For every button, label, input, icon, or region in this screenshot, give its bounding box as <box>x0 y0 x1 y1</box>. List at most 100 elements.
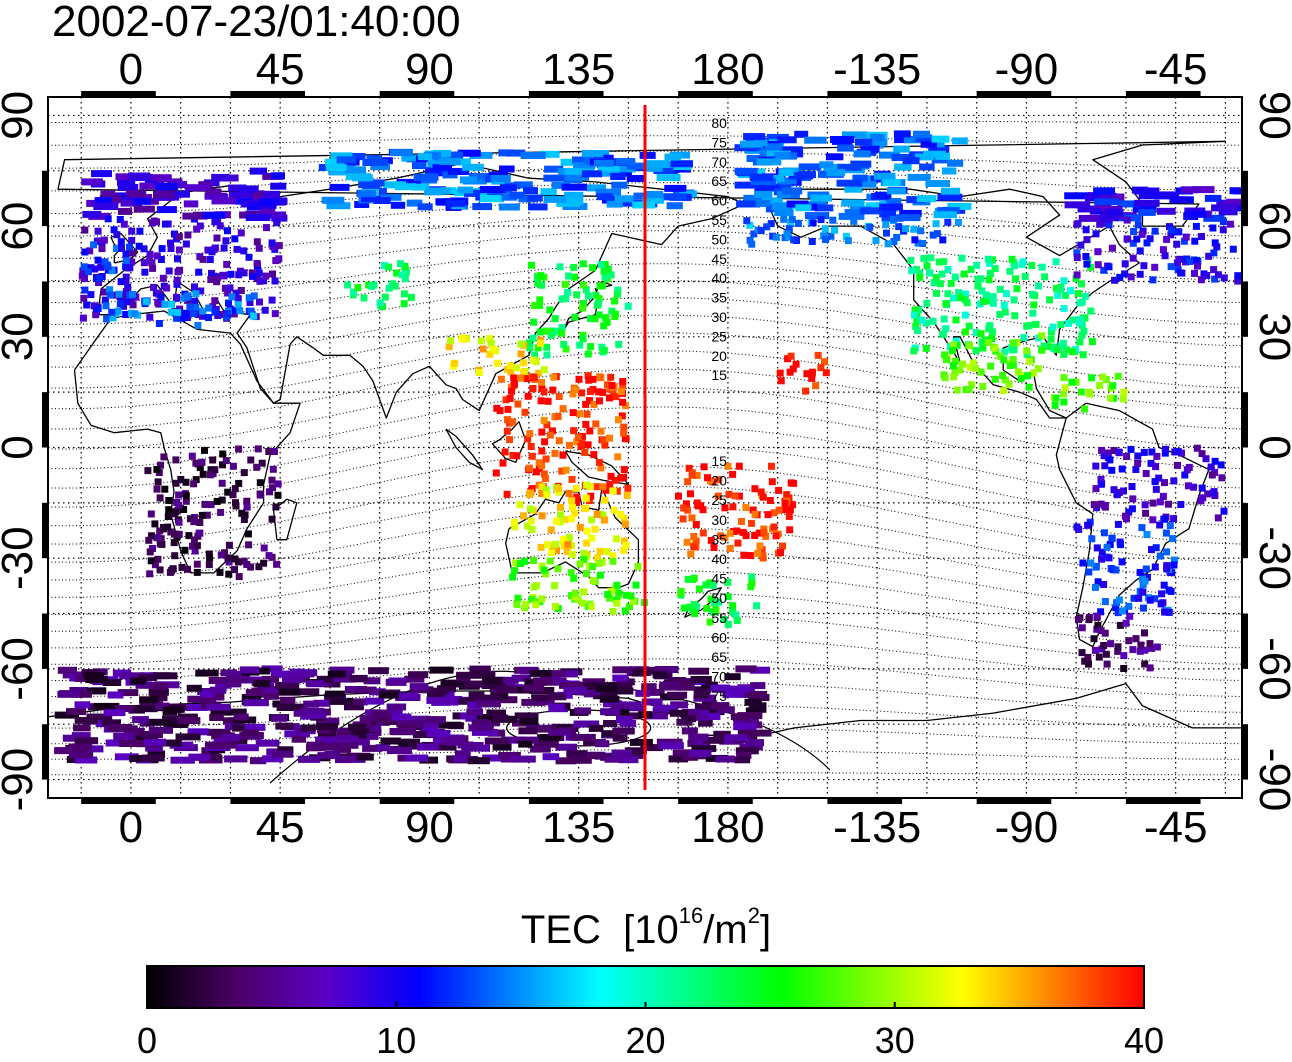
coastline <box>445 428 484 471</box>
tec-cell <box>1097 608 1105 616</box>
tec-cell <box>1136 568 1144 576</box>
tec-cell <box>989 299 997 307</box>
tec-cell <box>439 721 462 729</box>
tec-cell <box>196 222 204 230</box>
tec-cell <box>570 263 578 271</box>
tec-cell <box>624 302 632 310</box>
tec-cell <box>1060 374 1068 382</box>
tec-cell <box>1156 498 1164 506</box>
tec-cell <box>1204 490 1212 498</box>
tec-cell <box>1161 479 1168 487</box>
tec-cell <box>596 571 604 579</box>
tec-cell <box>595 458 603 466</box>
tec-cell <box>586 315 594 323</box>
contour-label: 30 <box>711 309 727 325</box>
tec-cell <box>325 158 345 166</box>
tec-cell <box>199 307 207 315</box>
tec-cell <box>426 696 451 704</box>
tec-cell <box>1138 524 1146 532</box>
tec-cell <box>629 738 653 746</box>
tec-cell <box>528 203 548 211</box>
tec-cell <box>1112 604 1120 612</box>
tec-cell <box>81 178 103 186</box>
tec-cell <box>182 212 208 220</box>
tec-cell <box>170 539 178 547</box>
tec-cell <box>1129 495 1137 503</box>
tec-cell <box>794 130 809 138</box>
tec-cell <box>205 304 213 312</box>
tec-cell <box>380 737 401 745</box>
tec-cell <box>191 297 199 305</box>
tec-cell <box>677 589 685 597</box>
tec-cell <box>515 736 539 744</box>
tec-cell <box>231 566 238 574</box>
tec-cell <box>681 753 699 761</box>
tec-cell <box>740 140 763 148</box>
tec-cell <box>503 427 511 435</box>
tec-cell <box>785 225 793 233</box>
tec-cell <box>1061 384 1069 392</box>
tec-cell <box>260 559 268 567</box>
tec-cell <box>479 345 487 353</box>
tec-cell <box>406 155 429 163</box>
tec-cell <box>200 690 215 698</box>
tec-cell <box>469 151 493 159</box>
tec-cell <box>129 290 136 298</box>
tec-cell <box>588 724 604 732</box>
tec-cell <box>1252 190 1276 197</box>
tec-cell <box>135 242 143 250</box>
tec-cell <box>1011 262 1018 270</box>
tec-cell <box>1143 531 1151 538</box>
tec-cell <box>187 728 209 736</box>
tec-cell <box>376 299 384 307</box>
tec-cell <box>714 492 722 500</box>
tec-cell <box>612 727 629 735</box>
tec-cell <box>245 214 271 221</box>
tec-cell <box>942 356 950 364</box>
tec-cell <box>175 246 183 254</box>
tec-cell <box>626 175 646 182</box>
tec-cell <box>782 187 803 195</box>
tec-cell <box>190 518 198 526</box>
tec-cell <box>937 207 960 215</box>
tec-cell <box>572 156 592 164</box>
tec-cell <box>1191 237 1199 245</box>
tec-cell <box>576 523 584 531</box>
tec-cell <box>154 555 162 563</box>
tec-cell <box>357 190 376 198</box>
tec-cell <box>733 717 759 724</box>
tec-cell <box>255 244 263 252</box>
tec-cell <box>503 490 511 498</box>
tec-cell <box>174 255 181 263</box>
tec-cell <box>160 739 182 747</box>
tec-cell <box>1174 461 1181 469</box>
tec-cell <box>275 242 283 250</box>
tec-cell <box>211 297 219 305</box>
tec-cell <box>1100 642 1108 649</box>
tec-cell <box>462 163 484 171</box>
tec-cell <box>985 276 993 284</box>
tec-cell <box>585 682 601 690</box>
tec-cell <box>760 528 768 536</box>
tec-cell <box>442 738 466 746</box>
tec-cell <box>1087 307 1095 315</box>
tec-cell <box>1088 535 1096 543</box>
tec-cell <box>1130 228 1138 235</box>
tec-cell <box>607 472 615 480</box>
tec-cell <box>911 236 919 244</box>
tec-cell <box>585 376 593 384</box>
tec-cell <box>580 281 587 289</box>
tec-cell <box>1087 263 1094 271</box>
border-tick <box>230 798 306 804</box>
tec-cell <box>831 226 838 234</box>
tec-cell <box>586 397 593 405</box>
contour-line <box>48 658 1242 697</box>
tec-cell <box>614 195 634 203</box>
tec-cell <box>1087 559 1095 567</box>
tec-cell <box>1165 608 1173 616</box>
tec-cell <box>786 368 794 376</box>
tec-cell <box>564 288 572 296</box>
tec-cell <box>146 718 171 726</box>
tec-cell <box>1142 565 1150 573</box>
tec-cell <box>580 556 588 563</box>
